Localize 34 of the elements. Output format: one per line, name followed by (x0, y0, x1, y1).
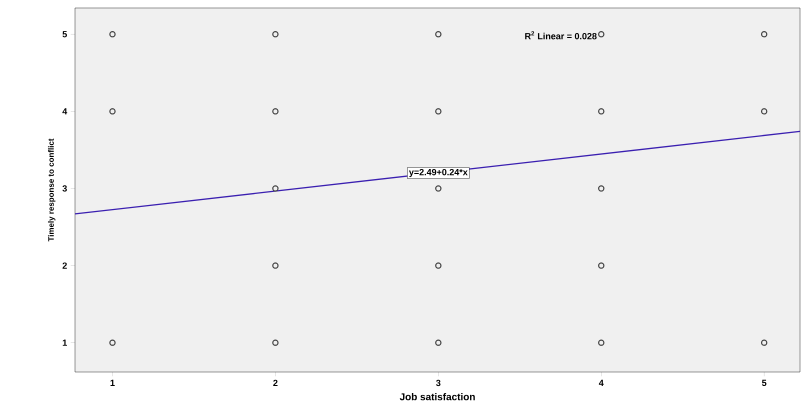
point (435, 185, 442, 192)
point (760, 340, 768, 346)
point (598, 262, 604, 269)
point (760, 108, 768, 115)
point (760, 31, 768, 38)
point (109, 31, 116, 38)
point (109, 108, 116, 115)
y-tick-label: 3 (62, 185, 67, 192)
point (272, 185, 279, 192)
x-tick-label: 4 (598, 380, 604, 386)
point (435, 31, 442, 38)
annotation: R$^{2}$ Linear = 0.028 (525, 31, 597, 40)
point (598, 108, 604, 115)
point (598, 340, 604, 346)
x-tick-label: 1 (110, 380, 115, 386)
point (598, 185, 604, 192)
point (272, 340, 279, 346)
x-tick-label: 5 (762, 380, 766, 386)
annotation: y=2.49+0.24*x (408, 168, 468, 178)
point (435, 340, 442, 346)
x-axis-title: Job satisfaction (400, 392, 475, 400)
point (272, 31, 279, 38)
y-tick-label: 2 (62, 262, 67, 269)
point (435, 108, 442, 115)
y-tick-label: 1 (62, 340, 67, 346)
point (272, 262, 279, 269)
point (435, 262, 442, 269)
y-tick-label: 4 (62, 108, 68, 114)
point (109, 340, 116, 346)
x-tick-label: 3 (436, 380, 440, 386)
x-tick-label: 2 (273, 380, 278, 386)
y-tick-label: 5 (62, 31, 67, 38)
point (598, 31, 604, 38)
point (272, 108, 279, 115)
